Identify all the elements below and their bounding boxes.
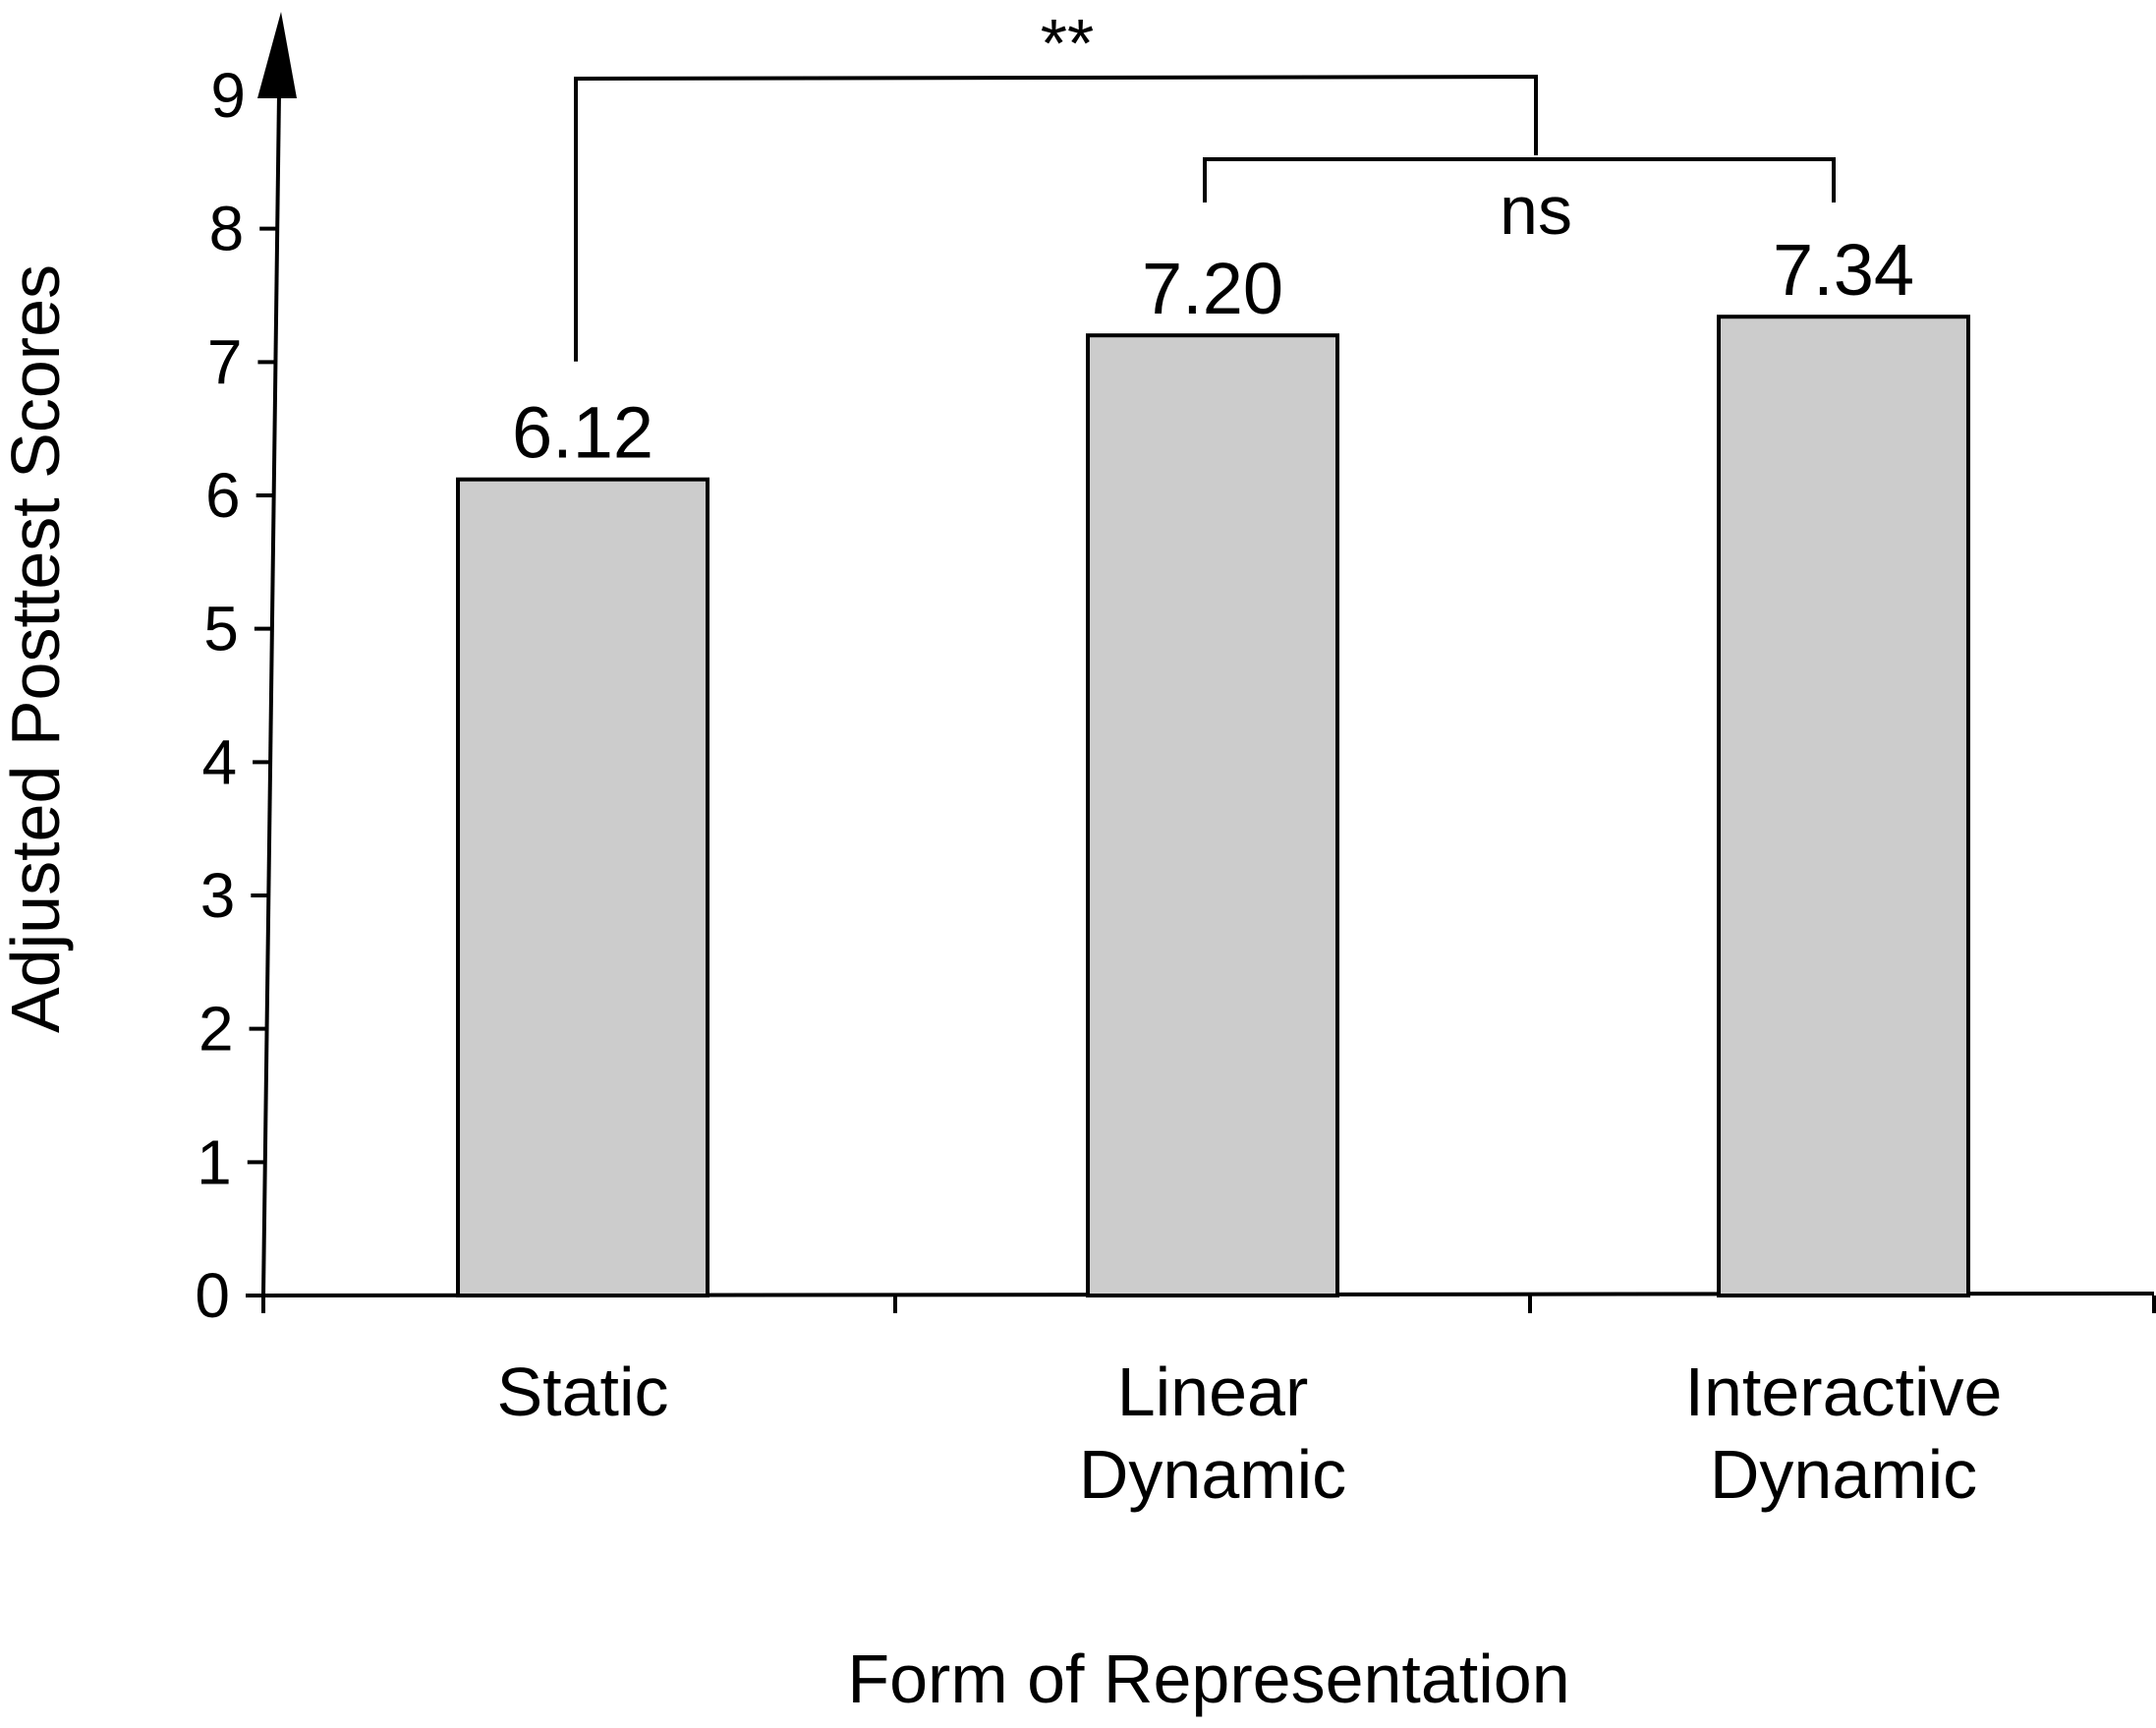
y-tick-label: 2 [199,994,234,1065]
value-labels-group: 6.12 7.20 7.34 [512,229,1914,474]
double-star-label: ** [1041,5,1094,82]
y-tick-label: 4 [202,726,238,797]
y-tick-label: 1 [197,1126,232,1197]
x-category-label: Linear [1117,1354,1309,1430]
y-axis-arrowhead [257,12,297,98]
bar [1717,315,1970,1297]
x-category-label: Dynamic [1079,1436,1346,1513]
x-category-label: Static [496,1354,668,1430]
x-axis-ticks [261,1296,2156,1313]
ns-bracket [1203,157,1836,202]
x-category-label: Dynamic [1710,1436,1977,1513]
y-axis-title: Adjusted Posttest Scores [0,264,74,1033]
y-tick-label: 8 [209,194,245,264]
y-tick-label: 6 [205,460,241,531]
y-tick-label: 5 [203,594,239,664]
double-star-bracket [574,74,1538,362]
y-tick-label: 0 [195,1260,230,1331]
bar [1086,333,1339,1297]
y-axis-ticks: 0 1 2 3 4 5 6 7 8 9 [195,60,279,1331]
y-tick-label: 3 [200,860,236,931]
x-axis-title: Form of Representation [847,1641,1569,1717]
bar [456,477,709,1298]
x-category-label: Interactive [1685,1354,2003,1430]
bars-group [456,315,1970,1298]
y-tick-label: 9 [210,60,246,131]
ns-label: ns [1500,172,1572,249]
y-axis-line [261,92,281,1296]
y-tick-label: 7 [207,326,243,397]
bar-value-label: 7.20 [1142,248,1283,329]
significance-brackets: ns ** [574,5,1836,362]
bar-value-label: 7.34 [1773,229,1914,311]
bar-value-label: 6.12 [512,392,653,474]
